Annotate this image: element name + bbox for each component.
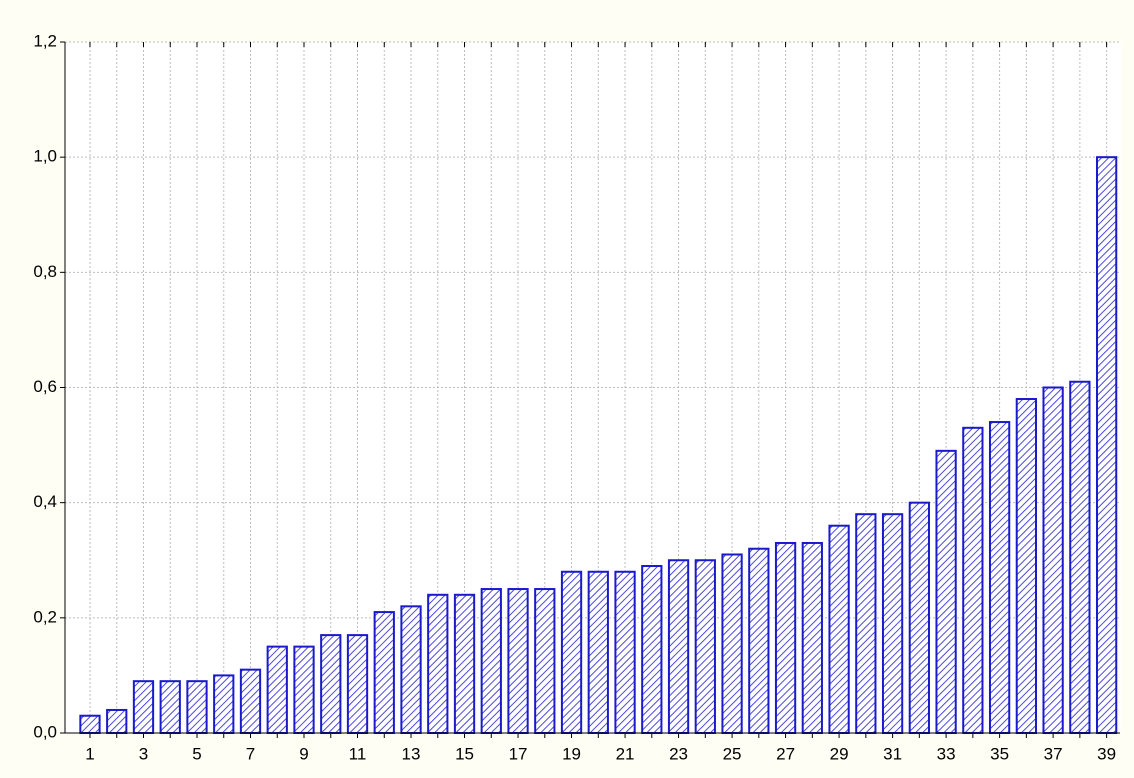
x-tick-label: 11 [349,744,367,763]
y-tick-label: 0,4 [33,492,57,511]
bar [293,645,315,734]
bar [587,570,609,734]
x-tick-label: 19 [562,744,581,763]
bar [828,524,850,735]
x-tick-label: 9 [299,744,308,763]
y-tick-label: 0,6 [33,377,57,396]
bar [239,668,262,734]
bar [132,680,155,734]
bar [774,541,797,734]
x-tick-label: 37 [1044,744,1063,763]
bar [641,565,663,735]
bar [534,588,556,735]
x-tick-label: 39 [1097,744,1116,763]
bar [721,553,743,734]
bar [855,513,877,735]
x-tick-label: 31 [883,744,902,763]
x-tick-label: 3 [139,744,148,763]
bar [988,421,1011,734]
bar [801,541,823,734]
bar [453,593,476,734]
x-tick-label: 1 [85,744,94,763]
x-tick-label: 29 [830,744,849,763]
bar [1095,156,1118,734]
bar [748,547,770,734]
x-tick-label: 33 [937,744,956,763]
bar [346,634,369,735]
bar [694,559,716,734]
bar [266,645,288,734]
bar [1015,398,1037,734]
x-tick-label: 35 [990,744,1009,763]
bar [614,570,636,734]
bar [400,605,422,734]
bar [213,674,235,735]
x-tick-label: 27 [776,744,795,763]
bar [79,714,101,734]
bar [159,680,181,734]
bar [667,559,690,734]
bar [507,588,529,735]
x-tick-label: 17 [509,744,528,763]
x-tick-label: 15 [455,744,474,763]
x-tick-label: 7 [246,744,255,763]
y-tick-label: 0,8 [33,262,57,281]
bar [373,611,395,735]
bar [1042,386,1064,734]
bar [480,588,502,735]
bar [935,449,957,734]
x-tick-label: 23 [669,744,688,763]
y-tick-label: 0,2 [33,607,57,626]
x-tick-label: 21 [616,744,635,763]
bar [106,708,128,735]
bar [881,513,904,735]
x-tick-label: 13 [402,744,421,763]
bar [560,570,583,734]
x-tick-label: 5 [192,744,201,763]
y-tick-label: 1,0 [33,147,57,166]
bar [1069,380,1091,734]
bar [908,501,930,734]
bar [427,593,449,734]
y-tick-label: 0,0 [33,722,57,741]
bar [320,634,342,735]
bar [962,426,984,734]
y-tick-label: 1,2 [33,31,57,50]
x-tick-label: 25 [723,744,742,763]
bar [186,680,208,734]
